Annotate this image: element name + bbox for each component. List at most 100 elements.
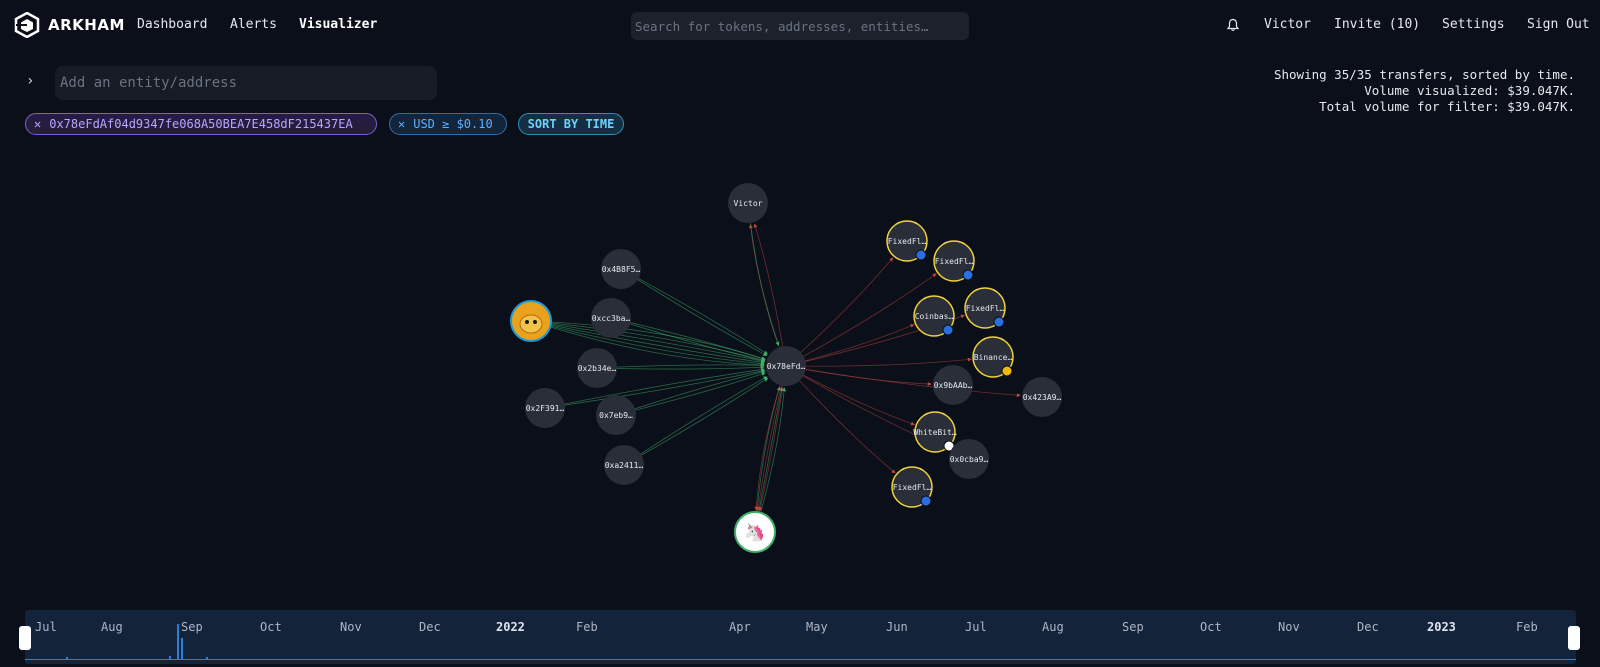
transfer-edge	[785, 365, 932, 386]
graph-node[interactable]: WhiteBit…	[913, 411, 957, 453]
transfer-edges	[530, 202, 1021, 533]
graph-node[interactable]: 0x0cba9…	[949, 439, 989, 479]
timeline-month-label: Feb	[1516, 620, 1538, 634]
close-icon[interactable]: ✕	[34, 117, 42, 131]
entity-badge-icon	[1001, 365, 1013, 377]
settings-link[interactable]: Settings	[1442, 17, 1505, 32]
uniswap-icon: 🦄	[744, 522, 765, 543]
usd-filter-label: USD ≥ $0.10	[413, 117, 493, 131]
search-input[interactable]	[631, 12, 969, 40]
entity-badge-icon	[993, 316, 1005, 328]
graph-node[interactable]: 0x423A9…	[1022, 377, 1062, 417]
arkham-logo-icon	[14, 12, 40, 38]
chevron-right-icon[interactable]: ›	[26, 73, 35, 89]
close-icon[interactable]: ✕	[398, 117, 406, 131]
graph-node[interactable]: FixedFl…	[891, 466, 933, 508]
node-label: 0x9bAAb…	[934, 381, 973, 390]
transfer-edge	[620, 268, 768, 356]
app-name: ARKHAM	[48, 16, 125, 34]
graph-node[interactable]: FixedFl…	[964, 287, 1006, 329]
timeline-month-label: Apr	[729, 620, 751, 634]
transfer-edge	[785, 365, 915, 426]
transfer-edge	[530, 320, 766, 361]
entity-address-input[interactable]	[55, 66, 437, 100]
transfer-edge	[785, 324, 915, 367]
sign-out-link[interactable]: Sign Out	[1527, 17, 1590, 32]
timeline-month-label: Oct	[1200, 620, 1222, 634]
transfer-edge	[785, 365, 1021, 398]
timeline-month-label: Oct	[260, 620, 282, 634]
timeline-start-handle[interactable]	[19, 626, 31, 650]
timeline[interactable]: Jul Aug Sep Oct Nov Dec 2022 Feb Apr May Jun Jul Aug…	[25, 610, 1576, 664]
graph-node[interactable]: Victor	[728, 183, 768, 223]
nav-visualizer[interactable]: Visualizer	[299, 17, 378, 32]
graph-node[interactable]: 0x2b34e…	[577, 348, 617, 388]
node-label: 0x78eFd…	[767, 362, 806, 371]
transfer-edge	[596, 365, 765, 370]
invite-link[interactable]: Invite (10)	[1334, 17, 1421, 32]
graph-node[interactable]: 0x7eb9…	[596, 395, 636, 435]
transfer-summary: Showing 35/35 transfers, sorted by time.…	[1274, 67, 1575, 115]
timeline-activity-bar	[206, 657, 208, 660]
usd-filter-chip[interactable]: ✕ USD ≥ $0.10	[389, 113, 507, 135]
timeline-month-label: 2023	[1427, 620, 1456, 634]
node-label: FixedFl…	[935, 257, 974, 266]
transfer-edge	[785, 365, 896, 474]
address-filter-chip[interactable]: ✕ 0x78eFdAf04d9347fe068A50BEA7E458dF2154…	[25, 113, 377, 135]
summary-count: Showing 35/35 transfers, sorted by time.	[1273, 67, 1575, 82]
uniswap-node[interactable]: 🦄	[734, 511, 776, 553]
transfer-edge	[748, 224, 787, 367]
address-filter-label: 0x78eFdAf04d9347fe068A50BEA7E458dF215437…	[49, 117, 353, 131]
graph-node[interactable]: 0xcc3ba…	[591, 298, 631, 338]
node-label: 0x4B8F5…	[602, 265, 641, 274]
transfer-edge	[530, 320, 765, 365]
center-node[interactable]: 0x78eFd…	[766, 346, 806, 386]
graph-node[interactable]: 0x2F391…	[525, 388, 565, 428]
avatar-node[interactable]	[510, 300, 552, 342]
graph-node[interactable]: 0xa2411…	[604, 445, 644, 485]
bell-icon[interactable]	[1226, 18, 1240, 32]
timeline-month-label: 2022	[496, 620, 525, 634]
entity-badge-icon	[915, 249, 927, 261]
transfer-graph[interactable]: Victor 0x4B8F5… 0xcc3ba… 0x2b34e… 0x2F391… 0x…	[0, 0, 1600, 600]
transfer-edge	[596, 363, 765, 369]
graph-node[interactable]: 0x4B8F5…	[601, 249, 641, 289]
user-menu[interactable]: Victor	[1264, 17, 1311, 32]
transfer-edge	[544, 367, 765, 409]
nav-alerts[interactable]: Alerts	[230, 17, 277, 32]
summary-total: Total volume for filter: $39.047K.	[1319, 99, 1575, 114]
transfer-edge	[785, 273, 937, 367]
sort-label: SORT BY TIME	[527, 117, 615, 131]
timeline-month-label: Dec	[1357, 620, 1379, 634]
node-label: 0x7eb9…	[599, 411, 633, 420]
node-label: 0xa2411…	[605, 461, 644, 470]
sort-by-time-button[interactable]: SORT BY TIME	[518, 113, 624, 135]
node-label: WhiteBit…	[913, 428, 957, 437]
node-label: 0x2F391…	[526, 404, 565, 413]
nav-dashboard[interactable]: Dashboard	[137, 17, 208, 32]
graph-node[interactable]: Coinbas…	[913, 295, 955, 337]
graph-nodes: Victor 0x4B8F5… 0xcc3ba… 0x2b34e… 0x2F391… 0x…	[510, 183, 1062, 553]
timeline-baseline	[25, 659, 1576, 660]
graph-node[interactable]: FixedFl…	[886, 220, 928, 262]
graph-node[interactable]: 0x9bAAb…	[933, 365, 973, 405]
entity-badge-icon	[962, 269, 974, 281]
timeline-activity-bar	[66, 657, 68, 660]
arkham-logo[interactable]: ARKHAM	[14, 12, 125, 38]
timeline-month-label: Jul	[965, 620, 987, 634]
timeline-activity-bar	[169, 656, 171, 660]
timeline-month-label: Aug	[101, 620, 123, 634]
timeline-month-label: Sep	[1122, 620, 1144, 634]
graph-node[interactable]: Binance…	[972, 336, 1014, 378]
timeline-activity-bar	[181, 638, 183, 660]
graph-node[interactable]: FixedFl…	[933, 240, 975, 282]
transfer-edge	[623, 376, 768, 466]
timeline-end-handle[interactable]	[1568, 626, 1580, 650]
entity-badge-icon	[920, 495, 932, 507]
timeline-month-label: Jun	[886, 620, 908, 634]
top-nav: ARKHAM Dashboard Alerts Visualizer Victo…	[0, 0, 1600, 52]
node-label: Victor	[734, 199, 763, 208]
transfer-edge	[615, 370, 766, 416]
transfer-edge	[530, 320, 765, 367]
node-label: Binance…	[974, 353, 1013, 362]
